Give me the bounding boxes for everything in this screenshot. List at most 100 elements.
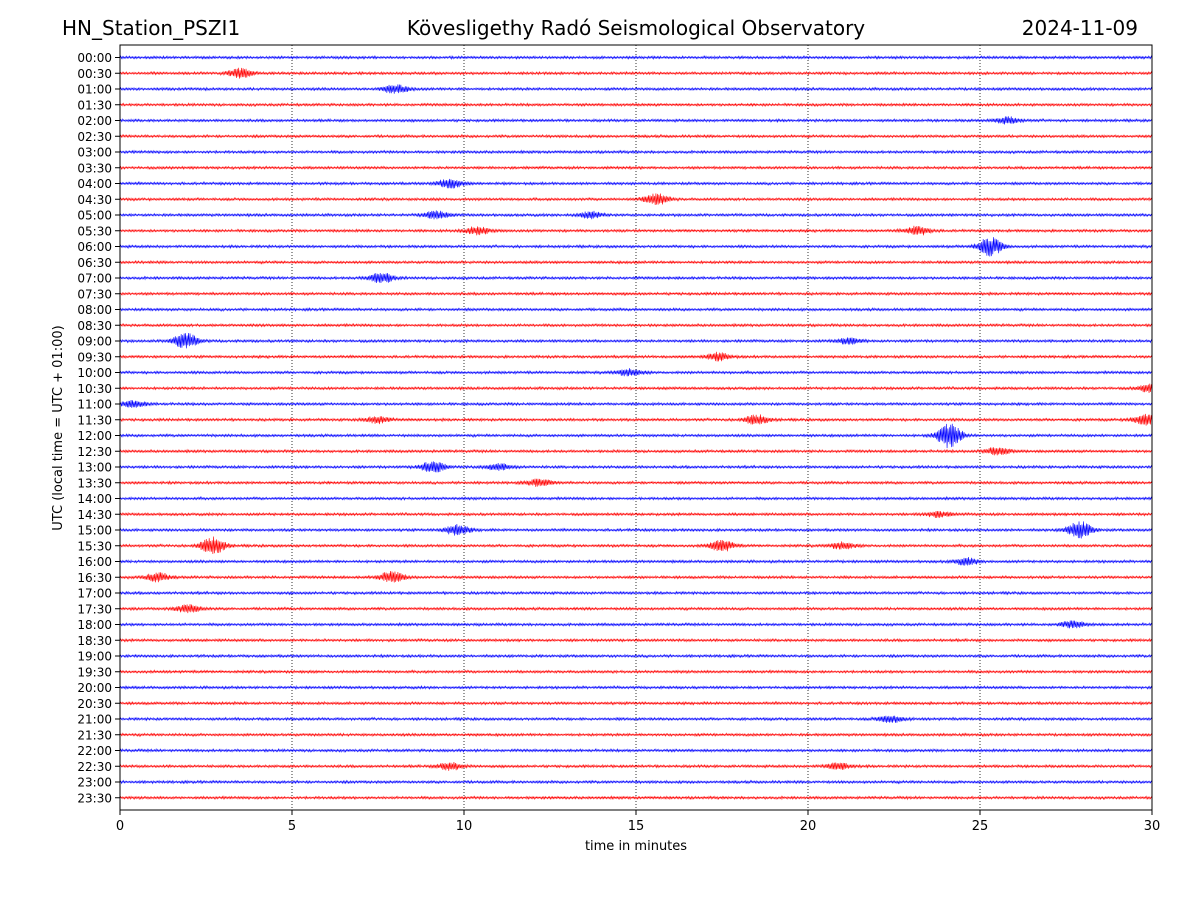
row-label-32: 16:00 bbox=[77, 555, 112, 569]
row-label-39: 19:30 bbox=[77, 665, 112, 679]
trace-row-5 bbox=[119, 133, 1153, 139]
x-tick-label-1: 5 bbox=[288, 819, 296, 834]
row-label-9: 04:30 bbox=[77, 193, 112, 207]
trace-row-25 bbox=[119, 447, 1153, 456]
grid-layer bbox=[291, 45, 981, 810]
trace-row-37 bbox=[119, 637, 1153, 643]
row-label-40: 20:00 bbox=[77, 681, 112, 695]
row-label-43: 21:30 bbox=[77, 728, 112, 742]
row-label-20: 10:00 bbox=[77, 366, 112, 380]
trace-row-21 bbox=[119, 383, 1153, 394]
row-label-28: 14:00 bbox=[77, 492, 112, 506]
row-label-29: 14:30 bbox=[77, 508, 112, 522]
trace-row-26 bbox=[119, 461, 1153, 473]
trace-row-6 bbox=[119, 149, 1153, 155]
row-label-37: 18:30 bbox=[77, 634, 112, 648]
y-axis-label: UTC (local time = UTC + 01:00) bbox=[51, 325, 66, 530]
row-label-35: 17:30 bbox=[77, 602, 112, 616]
trace-row-19 bbox=[119, 351, 1153, 362]
x-tick-label-6: 30 bbox=[1144, 819, 1161, 834]
x-tick-label-0: 0 bbox=[116, 819, 124, 834]
trace-row-11 bbox=[119, 225, 1153, 236]
row-label-44: 22:00 bbox=[77, 744, 112, 758]
row-label-31: 15:30 bbox=[77, 539, 112, 553]
row-label-23: 11:30 bbox=[77, 413, 112, 427]
x-tick-label-5: 25 bbox=[972, 819, 989, 834]
row-label-16: 08:00 bbox=[77, 303, 112, 317]
row-label-17: 08:30 bbox=[77, 319, 112, 333]
row-label-15: 07:30 bbox=[77, 287, 112, 301]
observatory-title: Kövesligethy Radó Seismological Observat… bbox=[406, 16, 866, 40]
row-label-42: 21:00 bbox=[77, 713, 112, 727]
row-label-10: 05:00 bbox=[77, 209, 112, 223]
trace-row-36 bbox=[119, 620, 1153, 629]
row-label-13: 06:30 bbox=[77, 256, 112, 270]
row-label-5: 02:30 bbox=[77, 130, 112, 144]
row-label-26: 13:00 bbox=[77, 461, 112, 475]
row-label-41: 20:30 bbox=[77, 697, 112, 711]
trace-row-22 bbox=[119, 399, 1153, 408]
row-label-19: 09:30 bbox=[77, 350, 112, 364]
row-label-18: 09:00 bbox=[77, 335, 112, 349]
x-tick-label-3: 15 bbox=[628, 819, 645, 834]
trace-row-44 bbox=[119, 747, 1153, 754]
row-label-45: 22:30 bbox=[77, 760, 112, 774]
trace-row-3 bbox=[119, 102, 1153, 108]
trace-row-8 bbox=[119, 178, 1153, 189]
trace-row-42 bbox=[119, 715, 1153, 723]
trace-row-12 bbox=[119, 237, 1153, 257]
trace-row-14 bbox=[119, 272, 1153, 284]
x-tick-label-2: 10 bbox=[456, 819, 473, 834]
trace-row-17 bbox=[119, 322, 1153, 328]
row-label-11: 05:30 bbox=[77, 224, 112, 238]
trace-row-46 bbox=[119, 779, 1153, 785]
row-label-6: 03:00 bbox=[77, 146, 112, 160]
trace-row-23 bbox=[119, 413, 1153, 426]
row-label-47: 23:30 bbox=[77, 791, 112, 805]
row-label-22: 11:00 bbox=[77, 398, 112, 412]
row-label-27: 13:30 bbox=[77, 476, 112, 490]
row-label-8: 04:00 bbox=[77, 177, 112, 191]
x-axis-label: time in minutes bbox=[585, 839, 687, 854]
row-label-14: 07:00 bbox=[77, 272, 112, 286]
row-label-33: 16:30 bbox=[77, 571, 112, 585]
trace-row-20 bbox=[119, 368, 1153, 377]
trace-row-15 bbox=[119, 291, 1153, 297]
row-label-34: 17:00 bbox=[77, 587, 112, 601]
x-tick-label-4: 20 bbox=[800, 819, 817, 834]
trace-row-16 bbox=[119, 306, 1153, 313]
row-label-46: 23:00 bbox=[77, 776, 112, 790]
trace-row-4 bbox=[119, 116, 1153, 125]
trace-row-39 bbox=[119, 669, 1153, 675]
trace-row-0 bbox=[119, 55, 1153, 61]
trace-row-40 bbox=[119, 684, 1153, 691]
row-label-3: 01:30 bbox=[77, 98, 112, 112]
row-label-12: 06:00 bbox=[77, 240, 112, 254]
trace-row-27 bbox=[119, 478, 1153, 487]
trace-row-2 bbox=[119, 84, 1153, 94]
station-title: HN_Station_PSZI1 bbox=[62, 16, 241, 40]
row-label-38: 19:00 bbox=[77, 650, 112, 664]
trace-row-38 bbox=[119, 653, 1153, 659]
trace-row-32 bbox=[119, 556, 1153, 566]
trace-row-7 bbox=[119, 165, 1153, 171]
row-label-4: 02:00 bbox=[77, 114, 112, 128]
trace-layer bbox=[119, 55, 1153, 801]
row-label-24: 12:00 bbox=[77, 429, 112, 443]
row-label-25: 12:30 bbox=[77, 445, 112, 459]
trace-row-9 bbox=[119, 193, 1153, 205]
row-label-1: 00:30 bbox=[77, 67, 112, 81]
trace-row-31 bbox=[119, 536, 1153, 554]
trace-row-24 bbox=[119, 423, 1153, 449]
trace-row-30 bbox=[119, 521, 1153, 539]
trace-row-41 bbox=[119, 700, 1153, 706]
trace-row-35 bbox=[119, 604, 1153, 614]
row-label-0: 00:00 bbox=[77, 51, 112, 65]
trace-row-43 bbox=[119, 732, 1153, 738]
trace-row-13 bbox=[119, 259, 1153, 265]
row-label-21: 10:30 bbox=[77, 382, 112, 396]
trace-row-10 bbox=[119, 210, 1153, 220]
trace-row-29 bbox=[119, 510, 1153, 519]
